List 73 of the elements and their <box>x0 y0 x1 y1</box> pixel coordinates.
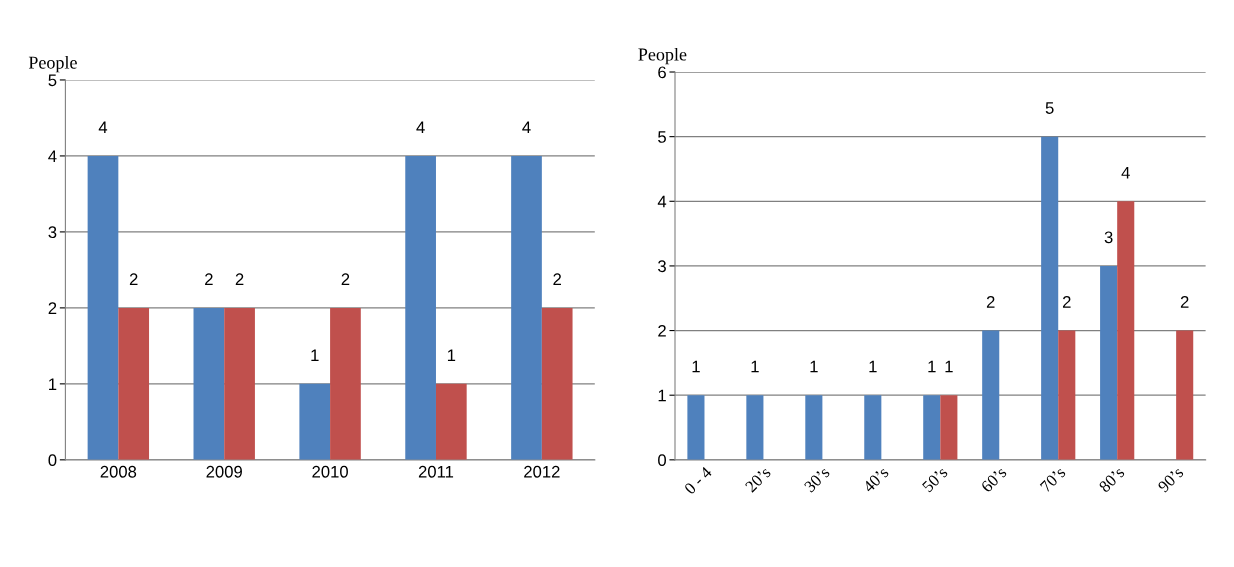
data-label: 4 <box>1121 166 1130 179</box>
bar <box>299 383 331 460</box>
x-tick-label: 40’s <box>862 466 890 494</box>
x-tick-label: 70’s <box>1039 466 1067 493</box>
data-label: 4 <box>416 121 425 134</box>
data-label: 1 <box>692 360 700 373</box>
data-label: 1 <box>945 360 953 373</box>
data-label: 3 <box>1104 231 1113 244</box>
y-tick-label: 5 <box>658 131 666 143</box>
data-label: 2 <box>553 273 561 285</box>
data-label: 1 <box>928 360 936 373</box>
bar <box>1041 136 1059 460</box>
bar <box>1058 330 1076 460</box>
bar <box>224 307 255 460</box>
x-tick-label: 60’s <box>980 466 1008 493</box>
data-label: 2 <box>341 273 350 285</box>
data-label: 2 <box>986 296 995 308</box>
data-label: 2 <box>1180 296 1189 308</box>
data-label: 1 <box>311 349 319 361</box>
y-tick-label: 1 <box>658 389 666 402</box>
x-tick-label: 80’s <box>1098 466 1126 493</box>
bar <box>940 395 958 460</box>
bar <box>511 155 542 460</box>
x-tick-label: 50’s <box>921 466 949 493</box>
x-tick-label: 20’s <box>744 466 772 493</box>
y-tick-label: 4 <box>48 150 57 162</box>
y-tick-label: 0 <box>48 454 57 467</box>
bar <box>687 395 705 460</box>
bar <box>87 155 119 460</box>
y-tick-label: 4 <box>657 195 667 208</box>
data-label: 5 <box>1045 102 1054 114</box>
data-label: 1 <box>751 360 759 373</box>
bar <box>982 330 1000 460</box>
y-tick-label: 3 <box>658 260 666 273</box>
bar <box>193 307 225 460</box>
bar <box>405 155 436 460</box>
x-tick-label: 2012 <box>524 465 560 478</box>
bar <box>1176 330 1194 460</box>
y-axis-title: People <box>638 47 687 65</box>
x-tick-label: 2009 <box>206 465 242 478</box>
data-label: 4 <box>98 121 108 134</box>
data-label: 2 <box>129 273 138 285</box>
data-label: 4 <box>522 121 531 134</box>
bar <box>923 395 941 460</box>
x-tick-label: 2010 <box>312 465 348 478</box>
x-tick-label: 0 - 4 <box>683 465 713 495</box>
y-tick-label: 3 <box>48 226 57 239</box>
bar <box>541 307 573 460</box>
bar <box>864 395 882 460</box>
data-label: 2 <box>205 273 213 285</box>
bar <box>330 307 361 460</box>
y-axis-title: People <box>28 55 77 73</box>
x-tick-label: 2008 <box>100 465 137 478</box>
y-tick-label: 0 <box>658 454 667 467</box>
x-tick-label: 90’s <box>1157 466 1185 493</box>
data-label: 1 <box>447 349 456 361</box>
data-label: 2 <box>1062 296 1071 308</box>
bar <box>118 307 150 460</box>
y-tick-label: 2 <box>48 302 57 314</box>
x-tick-label: 30’s <box>803 466 831 493</box>
data-label: 1 <box>810 360 818 373</box>
y-tick-label: 2 <box>658 324 666 337</box>
bar <box>1100 265 1118 460</box>
y-tick-label: 5 <box>48 74 57 87</box>
y-tick-label: 1 <box>49 378 57 390</box>
bar <box>746 395 764 460</box>
bar <box>805 395 823 460</box>
bar <box>1117 201 1135 460</box>
data-label: 2 <box>235 273 244 285</box>
x-tick-label: 2011 <box>418 465 454 478</box>
data-label: 1 <box>869 360 877 373</box>
y-tick-label: 6 <box>658 66 666 79</box>
bar <box>435 383 467 460</box>
